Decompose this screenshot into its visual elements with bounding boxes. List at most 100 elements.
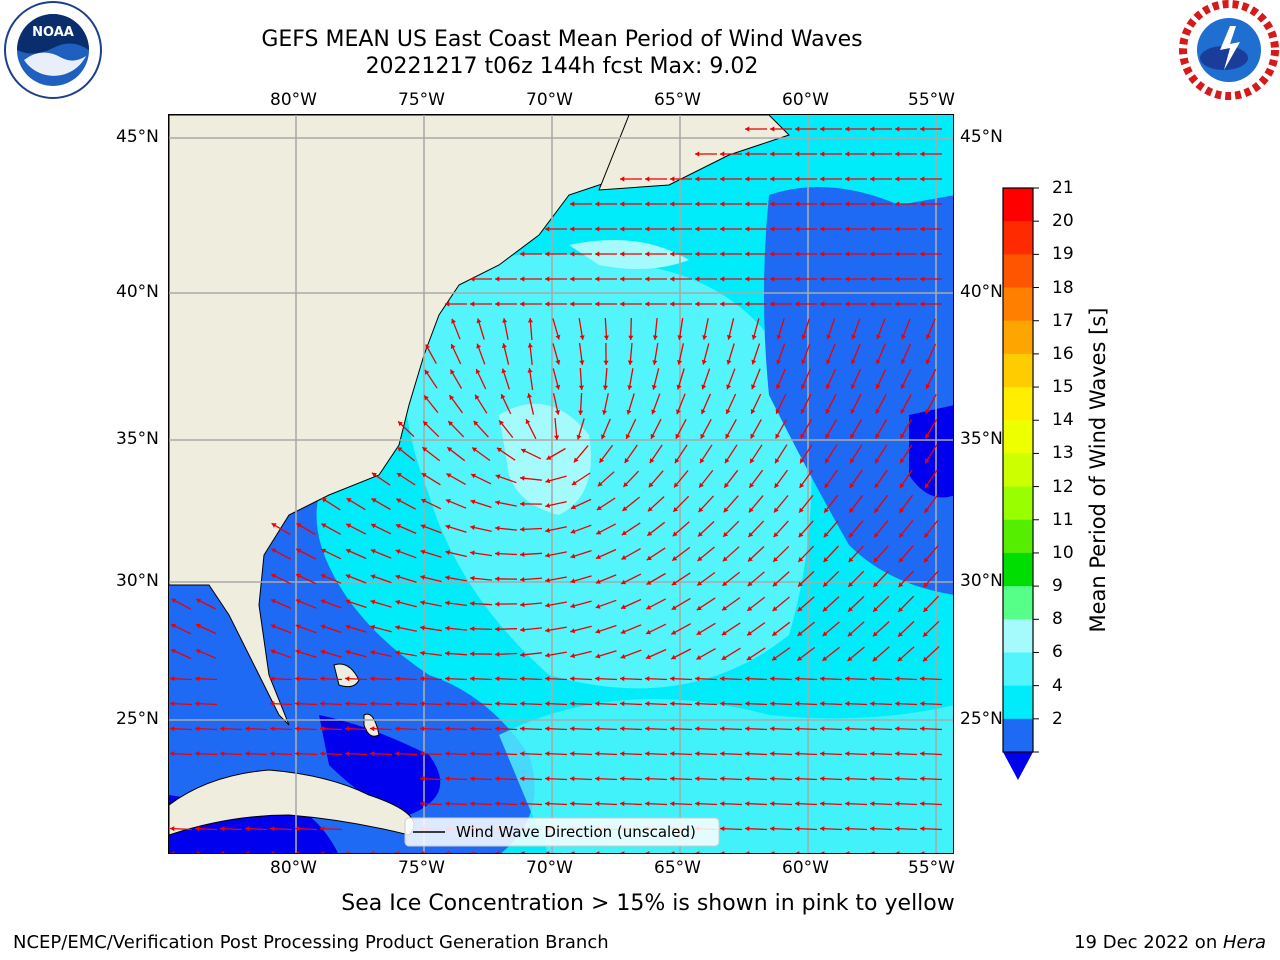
wave-arrow-head: [520, 602, 525, 608]
wave-arrow-head: [651, 384, 657, 390]
wave-arrow-head: [445, 524, 451, 530]
wave-arrow-head: [420, 574, 426, 580]
wave-arrow-head: [820, 801, 825, 807]
wave-arrow-head: [321, 548, 327, 554]
wave-arrow-head: [271, 573, 277, 579]
wave-arrow-head: [570, 676, 575, 682]
wave-arrow-head: [596, 554, 601, 560]
wave-arrow-head: [521, 448, 527, 454]
wave-arrow-head: [670, 276, 675, 282]
wave-arrow: [345, 852, 349, 853]
wave-arrow-head: [895, 226, 900, 232]
wave-arrow-head: [495, 776, 500, 782]
wave-arrow-head: [770, 251, 775, 257]
wave-arrow-head: [345, 624, 351, 630]
wave-arrow-head: [845, 701, 850, 707]
wave-arrow-head: [920, 701, 925, 707]
wave-arrow-head: [520, 577, 525, 583]
wave-arrow-head: [295, 624, 301, 630]
colorbar-segment: [1003, 387, 1033, 421]
wave-arrow-head: [748, 556, 753, 562]
colorbar-segment: [1003, 353, 1033, 388]
wave-arrow-head: [898, 631, 903, 637]
wave-arrow-head: [501, 368, 507, 374]
wave-arrow-head: [745, 676, 750, 682]
colorbar-segment: [1003, 320, 1033, 355]
wave-arrow-head: [795, 676, 800, 682]
wave-arrow-head: [773, 556, 778, 562]
wave-arrow: [695, 852, 699, 853]
lon-label-top: 80°W: [270, 90, 317, 110]
wave-arrow-head: [801, 384, 806, 390]
wave-arrow-head: [421, 473, 427, 478]
wave-arrow-head: [395, 676, 400, 682]
wave-arrow-head: [470, 851, 475, 853]
wave-arrow-head: [345, 599, 351, 605]
wave-arrow-head: [824, 483, 830, 488]
wave-arrow-head: [702, 335, 708, 340]
wave-arrow-head: [845, 226, 850, 232]
wave-arrow-head: [749, 482, 755, 488]
wave-arrow-head: [720, 676, 725, 682]
wave-arrow-head: [845, 826, 850, 832]
wave-arrow-head: [520, 551, 525, 557]
wave-arrow-head: [873, 606, 878, 612]
wave-arrow-head: [396, 473, 402, 478]
wave-arrow-head: [545, 577, 550, 583]
wave-arrow-head: [652, 335, 658, 340]
wave-arrow-head: [720, 251, 725, 257]
wave-arrow-head: [845, 251, 850, 257]
wave-arrow-head: [295, 826, 300, 832]
wave-arrow-head: [720, 201, 725, 207]
wave-arrow-head: [920, 776, 925, 782]
wave-arrow-head: [420, 751, 425, 757]
lat-label-left: 25°N: [116, 709, 159, 729]
wave-arrow-head: [870, 851, 875, 853]
wave-arrow-head: [850, 433, 855, 439]
wave-arrow: [845, 852, 849, 853]
wave-arrow-head: [870, 801, 875, 807]
wave-arrow-head: [870, 301, 875, 307]
wave-arrow-head: [595, 603, 601, 609]
wave-arrow-head: [545, 652, 550, 658]
colorbar-tick-label: 11: [1052, 509, 1074, 530]
ocean-band-6-8-south: [499, 699, 953, 853]
wave-arrow-head: [800, 458, 805, 464]
wave-arrow-head: [726, 334, 732, 340]
wave-arrow-head: [845, 851, 850, 853]
wave-arrow-head: [445, 676, 450, 682]
wave-arrow: [620, 852, 624, 853]
wave-arrow-head: [872, 656, 878, 662]
wave-arrow-head: [747, 606, 753, 611]
wave-arrow-head: [171, 648, 176, 654]
wave-arrow-head: [646, 604, 652, 610]
wave-arrow-head: [695, 751, 700, 757]
wave-arrow-head: [900, 359, 906, 365]
wave-arrow-head: [420, 851, 425, 853]
wave-arrow-head: [848, 582, 854, 587]
lon-label-top: 70°W: [526, 90, 573, 110]
wave-arrow-head: [670, 176, 675, 182]
wave-arrow-head: [670, 301, 675, 307]
wave-arrow-head: [520, 776, 525, 782]
wave-arrow-head: [420, 776, 425, 782]
wave-arrow-head: [770, 801, 775, 807]
wave-arrow-head: [370, 726, 375, 732]
wave-arrow-head: [495, 751, 500, 757]
wave-arrow-head: [701, 384, 707, 390]
wave-arrow-head: [875, 408, 881, 414]
wave-arrow-head: [746, 655, 752, 661]
wave-arrow-head: [475, 394, 480, 400]
wave-arrow-head: [720, 751, 725, 757]
wave-arrow-head: [501, 343, 507, 349]
wave-arrow-head: [520, 676, 525, 682]
wave-arrow-head: [874, 507, 879, 513]
wave-arrow-head: [747, 581, 753, 587]
wave-arrow-head: [822, 656, 828, 661]
wave-arrow-head: [595, 776, 600, 782]
wave-arrow-head: [670, 801, 675, 807]
wave-arrow: [645, 852, 649, 853]
wave-arrow-head: [848, 557, 854, 563]
wave-arrow-head: [895, 776, 900, 782]
wave-arrow-head: [321, 523, 327, 528]
